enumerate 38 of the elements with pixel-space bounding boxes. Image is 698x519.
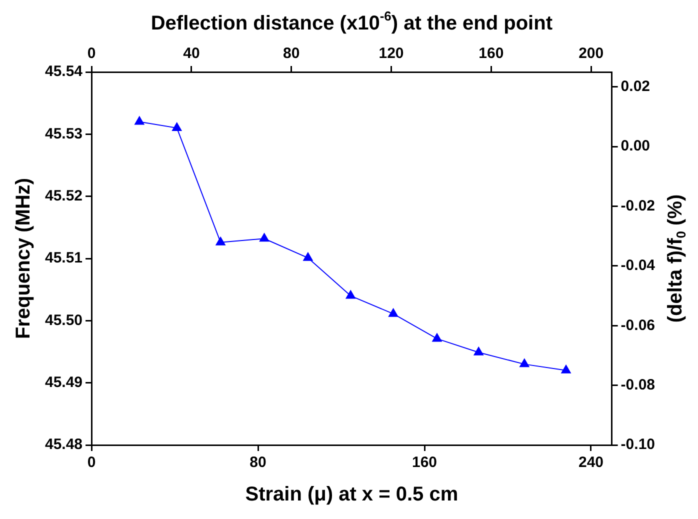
x-tick-label: 240 — [578, 454, 604, 472]
point — [388, 308, 398, 317]
y2-tick-label: 0.02 — [620, 78, 650, 96]
y2-tick-label: -0.02 — [620, 197, 656, 214]
x2-tick-label: 80 — [283, 45, 300, 62]
point — [303, 252, 313, 261]
x-axis-title: Strain (μ) at x = 0.5 cm — [245, 484, 458, 506]
y-tick-label: 45.50 — [44, 312, 83, 329]
y-tick-label: 45.51 — [44, 250, 83, 267]
y-axis-title: Frequency (MHz) — [12, 178, 35, 340]
y2-tick-label: -0.08 — [620, 376, 656, 394]
point — [216, 236, 226, 246]
point — [561, 364, 571, 374]
x2-tick-label: 120 — [378, 45, 404, 62]
x2-tick-label: 0 — [87, 45, 96, 62]
point — [259, 233, 270, 242]
point — [474, 346, 484, 356]
x-tick-label: 160 — [412, 454, 438, 472]
x-tick-label: 80 — [250, 454, 266, 472]
x-tick-label: 0 — [87, 454, 96, 472]
point — [134, 116, 144, 125]
x2-tick-label: 40 — [183, 45, 200, 62]
y-tick-label: 45.49 — [44, 374, 83, 391]
point — [520, 358, 530, 368]
y-tick-label: 45.52 — [44, 187, 83, 204]
y2-tick-label: -0.06 — [620, 316, 656, 334]
x2-tick-label: 160 — [478, 45, 504, 62]
y2-tick-label: -0.04 — [620, 257, 656, 274]
point — [346, 290, 356, 299]
point — [172, 122, 182, 131]
y-tick-label: 45.48 — [44, 436, 83, 454]
y2-tick-label: 0.00 — [620, 138, 650, 155]
y-tick-label: 45.54 — [44, 63, 84, 80]
x2-tick-label: 200 — [578, 45, 604, 62]
y2-axis-title: (delta f)/f0 (%) — [664, 194, 689, 323]
point — [432, 333, 442, 342]
y-tick-label: 45.53 — [44, 125, 83, 142]
y2-tick-label: -0.10 — [620, 436, 656, 454]
